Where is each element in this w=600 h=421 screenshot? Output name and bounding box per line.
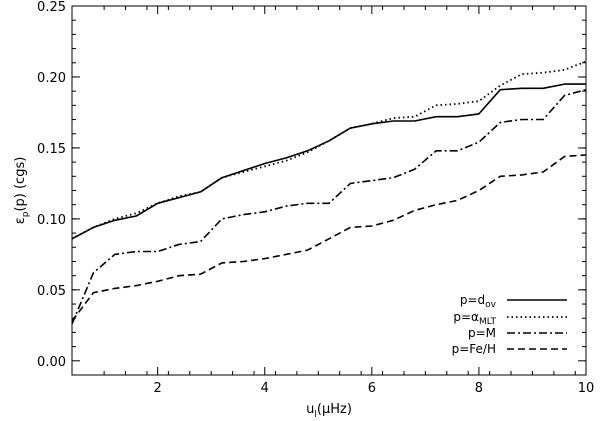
- x-tick-label: 4: [261, 381, 269, 396]
- y-axis-label: εp(p) (cgs): [13, 157, 31, 225]
- axis-labels: ul(μHz) εp(p) (cgs): [13, 157, 352, 420]
- legend-label-3: p=M: [468, 326, 496, 340]
- legend-label-2: p=αMLT: [453, 310, 496, 327]
- plot-frame: [71, 5, 587, 376]
- x-axis-label: ul(μHz): [306, 402, 352, 420]
- series-group: [71, 60, 587, 325]
- legend-label-1: p=dov: [460, 293, 497, 310]
- y-tick-label: 0.10: [37, 213, 66, 228]
- y-tick-label: 0.25: [37, 0, 66, 15]
- x-tick-label: 10: [578, 381, 595, 396]
- axis-ticks: 2 4 6 8 10 0.00 0.05 0.10 0.15 0.20 0.25: [37, 0, 594, 396]
- y-tick-label: 0.00: [37, 355, 66, 370]
- x-tick-label: 8: [475, 381, 483, 396]
- series-line-3: [71, 88, 587, 325]
- y-tick-label: 0.15: [37, 142, 66, 157]
- legend-label-4: p=Fe/H: [452, 342, 496, 356]
- series-line-4: [71, 154, 587, 322]
- x-tick-label: 6: [368, 381, 376, 396]
- y-tick-label: 0.20: [37, 71, 66, 86]
- y-tick-label: 0.05: [37, 284, 66, 299]
- series-line-2: [71, 60, 587, 240]
- series-line-1: [71, 83, 586, 240]
- x-tick-label: 2: [154, 381, 162, 396]
